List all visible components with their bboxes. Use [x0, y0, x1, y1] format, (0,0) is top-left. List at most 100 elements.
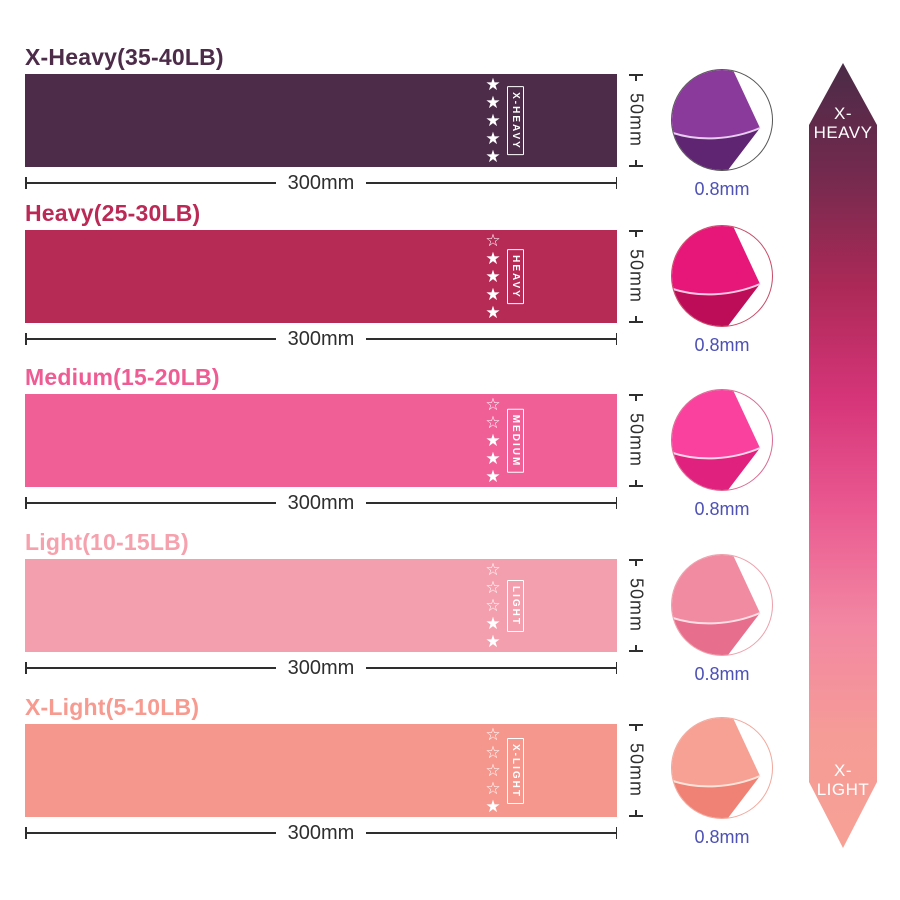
fold-crease-highlight: [672, 283, 761, 296]
arrow-top-label-line: HEAVY: [813, 123, 873, 142]
band-tag-label: HEAVY: [507, 248, 524, 305]
width-dimension: 300mm: [25, 172, 618, 194]
dimension-line: [26, 667, 276, 669]
arrow-top-label-line: X-: [834, 104, 852, 123]
dimension-tick: [25, 497, 27, 509]
band-title: X-Light(5-10LB): [25, 694, 200, 720]
height-dimension: 50mm: [624, 724, 648, 817]
band-row-x-heavy: X-Heavy(35-40LB) ★★★★★ X-HEAVY 300mm: [25, 42, 618, 194]
dimension-line: [26, 502, 276, 504]
band-swatch: ☆☆★★★ MEDIUM: [25, 394, 617, 487]
band-row-x-light: X-Light(5-10LB) ☆☆☆☆★ X-LIGHT 300mm: [25, 692, 618, 844]
width-dimension: 300mm: [25, 822, 618, 844]
star-rating-icon: ☆★★★★: [485, 230, 501, 322]
fold-underside: [672, 128, 760, 170]
band-swatch: ★★★★★ X-HEAVY: [25, 74, 617, 167]
width-dimension-label: 300mm: [287, 657, 355, 679]
band-swatch: ☆☆☆★★ LIGHT: [25, 559, 617, 652]
thickness-photo: [670, 224, 774, 328]
height-dimension-label: 50mm: [626, 413, 647, 468]
height-dimension-label: 50mm: [626, 743, 647, 798]
dimension-tick: [25, 333, 27, 345]
band-tag-label: LIGHT: [507, 579, 524, 632]
band-tag-label: X-HEAVY: [507, 85, 524, 156]
dimension-line: [366, 182, 616, 184]
fold-underside: [672, 776, 760, 818]
dimension-tick: [615, 177, 618, 189]
dimension-tick: [25, 177, 27, 189]
height-dimension: 50mm: [624, 230, 648, 323]
thickness-label: 0.8mm: [694, 827, 750, 847]
folded-band-icon: [671, 554, 773, 656]
dimension-tick: [629, 724, 643, 731]
star-rating-icon: ☆☆☆☆★: [485, 724, 501, 816]
band-title: X-Heavy(35-40LB): [25, 44, 224, 70]
dimension-tick: [629, 559, 643, 566]
fold-crease-highlight: [672, 127, 761, 140]
arrow-bottom-label-line: X-: [834, 761, 852, 780]
thickness-photo: [670, 716, 774, 820]
height-dimension-label: 50mm: [626, 578, 647, 633]
fold-underside: [672, 448, 760, 490]
fold-crease-highlight: [672, 447, 761, 460]
dimension-tick: [615, 827, 618, 839]
dimension-line: [366, 502, 616, 504]
thickness-photo: [670, 68, 774, 172]
dimension-line: [26, 338, 276, 340]
band-title: Light(10-15LB): [25, 529, 189, 555]
thickness-label: 0.8mm: [694, 664, 750, 684]
fold-underside: [672, 284, 760, 326]
folded-band-icon: [671, 717, 773, 819]
thickness-photo: [670, 553, 774, 657]
dimension-tick: [629, 230, 643, 237]
width-dimension: 300mm: [25, 657, 618, 679]
dimension-tick: [25, 662, 27, 674]
star-rating-icon: ★★★★★: [485, 74, 501, 166]
folded-band-icon: [671, 389, 773, 491]
fold-top-face: [672, 555, 760, 624]
dimension-line: [366, 667, 616, 669]
fold-top-face: [672, 718, 760, 787]
band-tag-label: MEDIUM: [507, 408, 524, 473]
height-dimension-label: 50mm: [626, 93, 647, 148]
width-dimension: 300mm: [25, 328, 618, 350]
dimension-line: [26, 832, 276, 834]
folded-band-icon: [671, 225, 773, 327]
width-dimension-label: 300mm: [287, 172, 355, 194]
fold-crease-highlight: [672, 775, 761, 788]
band-title: Medium(15-20LB): [25, 364, 220, 390]
dimension-tick: [629, 74, 643, 81]
intensity-gradient-arrow: X- HEAVY X- LIGHT: [809, 63, 877, 848]
band-row-light: Light(10-15LB) ☆☆☆★★ LIGHT 300mm: [25, 527, 618, 679]
band-swatch: ☆★★★★ HEAVY: [25, 230, 617, 323]
arrow-bottom-label-line: LIGHT: [816, 780, 870, 799]
folded-band-icon: [671, 69, 773, 171]
dimension-tick: [629, 394, 643, 401]
height-dimension: 50mm: [624, 559, 648, 652]
dimension-tick: [615, 662, 618, 674]
dimension-tick: [615, 497, 618, 509]
dimension-line: [26, 182, 276, 184]
arrow-top-label: X- HEAVY: [809, 104, 877, 142]
height-dimension: 50mm: [624, 74, 648, 167]
band-title: Heavy(25-30LB): [25, 200, 201, 226]
fold-crease-highlight: [672, 612, 761, 625]
dimension-tick: [629, 480, 643, 487]
band-swatch: ☆☆☆☆★ X-LIGHT: [25, 724, 617, 817]
star-rating-icon: ☆☆☆★★: [485, 559, 501, 651]
dimension-tick: [629, 810, 643, 817]
dimension-tick: [629, 645, 643, 652]
band-row-medium: Medium(15-20LB) ☆☆★★★ MEDIUM 300mm: [25, 362, 618, 514]
band-row-heavy: Heavy(25-30LB) ☆★★★★ HEAVY 300mm: [25, 198, 618, 350]
height-dimension: 50mm: [624, 394, 648, 487]
star-rating-icon: ☆☆★★★: [485, 394, 501, 486]
width-dimension-label: 300mm: [287, 328, 355, 350]
fold-underside: [672, 613, 760, 655]
width-dimension-label: 300mm: [287, 822, 355, 844]
fold-top-face: [672, 226, 760, 295]
width-dimension-label: 300mm: [287, 492, 355, 514]
height-dimension-label: 50mm: [626, 249, 647, 304]
dimension-tick: [25, 827, 27, 839]
dimension-tick: [629, 316, 643, 323]
fold-top-face: [672, 390, 760, 459]
